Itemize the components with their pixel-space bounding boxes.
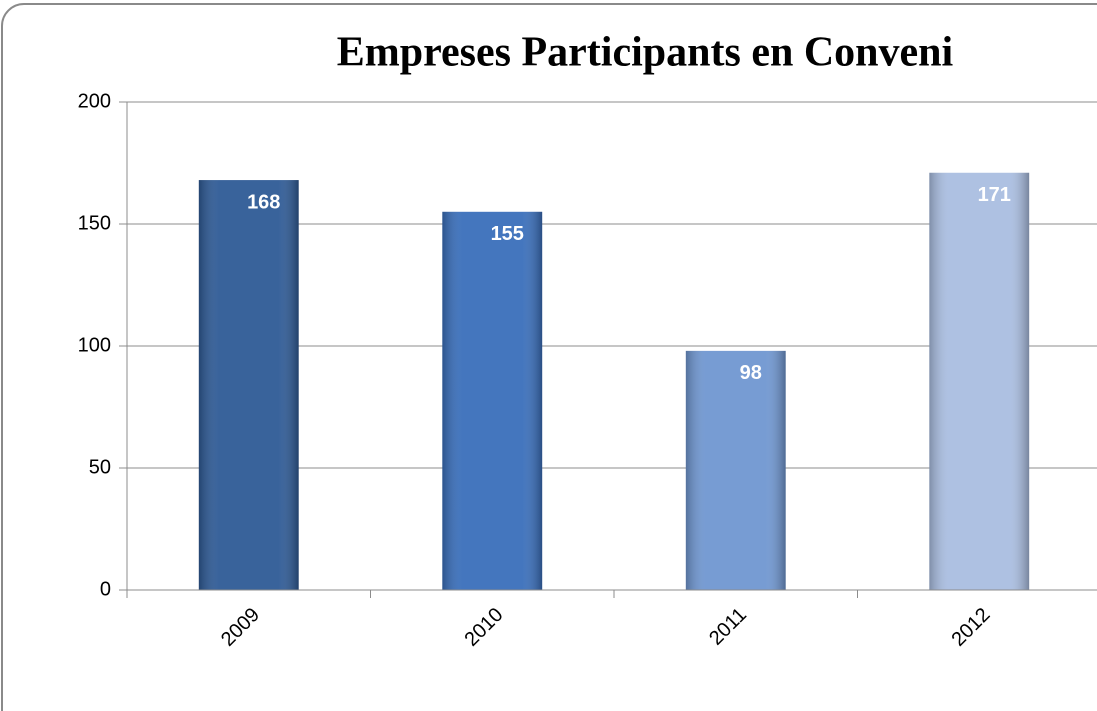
- y-tick-label: 50: [89, 456, 111, 478]
- bar-shade: [685, 350, 786, 590]
- bar-shade: [929, 172, 1030, 590]
- y-tick-label: 200: [78, 90, 111, 112]
- value-label: 98: [740, 362, 762, 384]
- chart-title: Empreses Participants en Conveni: [337, 30, 954, 76]
- value-label: 171: [978, 184, 1011, 206]
- bar-shade: [198, 180, 299, 590]
- value-label: 168: [247, 191, 280, 213]
- bar-shade: [442, 211, 543, 591]
- y-tick-label: 0: [100, 578, 111, 600]
- value-label: 155: [491, 223, 524, 245]
- y-tick-label: 150: [78, 212, 111, 234]
- y-tick-label: 100: [78, 334, 111, 356]
